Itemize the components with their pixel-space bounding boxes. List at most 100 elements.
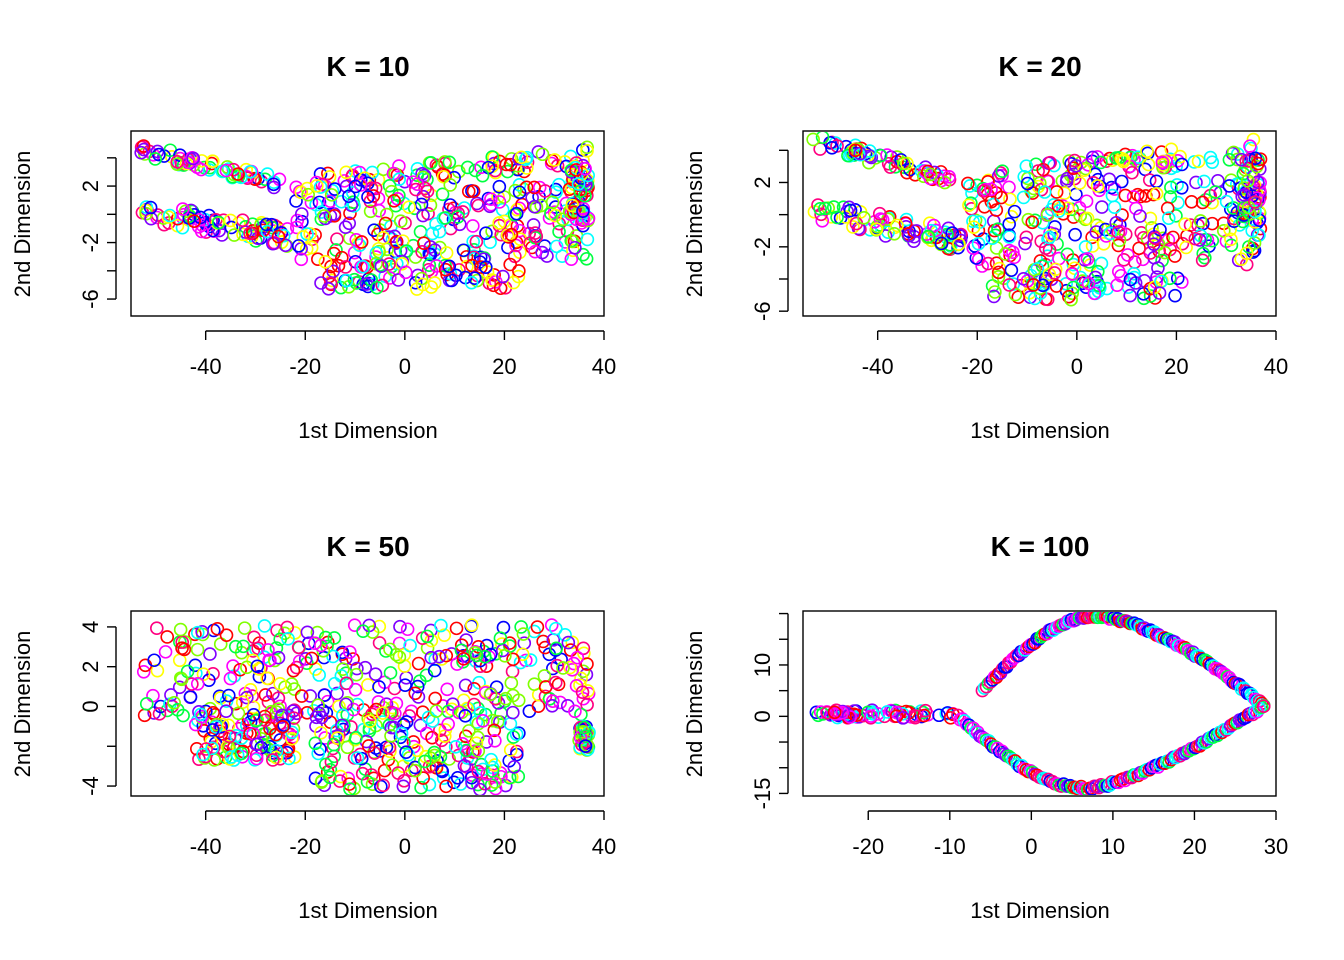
data-point [580,697,594,712]
y-tick-label: -4 [78,776,103,796]
data-point [1078,240,1093,254]
data-point [356,259,370,274]
data-point [210,622,225,636]
data-point [229,729,243,743]
data-point [520,150,534,165]
data-point [1143,246,1158,260]
data-point [862,144,877,158]
data-point [394,726,409,741]
data-point [349,731,363,745]
data-point [228,696,243,711]
data-point [422,258,437,272]
data-point [428,691,442,706]
data-point [147,653,162,668]
data-point [1156,160,1170,175]
data-point [368,181,383,196]
data-point [1019,159,1034,173]
data-point [354,235,369,249]
data-point [889,709,904,724]
data-point [1148,231,1163,246]
data-point [1060,247,1075,262]
data-point [995,164,1010,179]
data-point [580,657,594,671]
data-point [262,739,277,754]
x-tick-label: 0 [1025,834,1037,859]
data-point [312,195,327,210]
data-point [262,653,276,667]
data-point [902,228,916,243]
data-point [384,729,398,743]
data-point [383,271,397,285]
data-point [887,227,902,241]
data-point [440,682,454,697]
data-point [427,663,442,678]
data-point [143,200,158,215]
data-point [294,185,309,200]
data-point [408,763,423,778]
data-point [139,697,154,711]
data-point [327,246,341,261]
data-point [335,250,349,265]
data-point [327,208,342,223]
data-point [1193,214,1208,228]
chart-title: K = 20 [998,51,1081,82]
x-tick-label: -20 [852,834,884,859]
data-point [883,160,898,174]
data-point [194,162,208,177]
y-tick-label: -6 [750,301,775,321]
data-point [1002,180,1016,195]
data-point [988,740,1003,754]
data-point [144,211,158,226]
data-point [493,631,508,646]
data-point [269,750,283,765]
data-point [258,688,273,702]
data-point [1152,286,1167,300]
data-point [1080,211,1095,226]
data-point [372,680,386,694]
data-point [327,737,341,752]
data-point [444,273,459,288]
data-point [349,667,364,682]
data-point [358,660,373,675]
data-point [581,684,595,698]
data-point [880,148,894,162]
data-point [383,642,397,657]
data-point [1118,188,1133,203]
data-point [1222,179,1237,193]
data-point [406,735,421,749]
data-point [981,256,995,271]
data-point [249,751,264,766]
data-point [450,770,465,785]
x-axis-label: 1st Dimension [970,898,1109,923]
data-point [536,634,550,649]
data-point [1094,256,1109,271]
data-point [485,713,500,728]
data-point [476,713,490,728]
data-point [1197,174,1211,189]
data-point [1198,232,1212,247]
data-point [1243,139,1257,153]
data-point [310,179,324,193]
x-tick-label: 20 [1182,834,1206,859]
x-tick-label: -40 [190,834,222,859]
data-point [1132,241,1146,256]
data-point [213,637,228,651]
data-point [397,659,412,673]
data-point [249,714,263,728]
data-point [294,252,309,267]
data-point [504,227,519,242]
data-point [338,260,353,274]
data-point [1136,252,1150,267]
data-point [469,648,484,663]
data-point [466,184,481,199]
data-point [376,231,391,245]
data-point [484,192,498,206]
data-point [432,224,447,239]
data-point [438,211,453,225]
data-point [909,224,924,238]
data-point [848,143,863,158]
data-point [1143,211,1158,226]
data-point [468,646,482,660]
data-point [921,229,936,244]
data-point [503,743,518,757]
